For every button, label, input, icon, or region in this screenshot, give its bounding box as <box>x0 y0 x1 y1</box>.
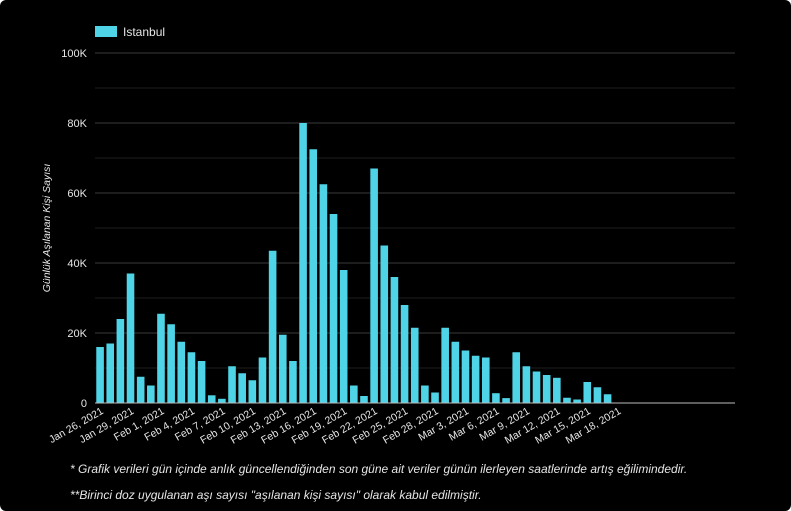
bar[interactable] <box>187 352 196 403</box>
bar[interactable] <box>126 273 135 404</box>
bar[interactable] <box>400 305 409 403</box>
bar[interactable] <box>370 168 378 404</box>
bar[interactable] <box>106 343 115 404</box>
y-tick-label: 20K <box>67 328 87 340</box>
bar[interactable] <box>238 373 246 403</box>
bar[interactable] <box>573 399 581 404</box>
bar[interactable] <box>542 375 551 403</box>
y-tick-label: 40K <box>67 258 87 270</box>
bar[interactable] <box>390 277 399 403</box>
gridlines <box>95 52 735 369</box>
bar[interactable] <box>248 380 257 403</box>
bar[interactable] <box>563 397 571 403</box>
bar[interactable] <box>583 382 592 403</box>
bar[interactable] <box>96 347 104 403</box>
bar[interactable] <box>532 371 541 404</box>
bar[interactable] <box>471 355 480 403</box>
bar[interactable] <box>451 341 460 403</box>
bar[interactable] <box>431 392 439 404</box>
legend-label-istanbul: Istanbul <box>123 25 165 39</box>
bar[interactable] <box>116 319 125 403</box>
y-tick-label: 0 <box>81 398 87 410</box>
bar[interactable] <box>268 250 277 403</box>
bar[interactable] <box>299 123 307 403</box>
bar[interactable] <box>502 398 510 403</box>
bar[interactable] <box>522 366 531 403</box>
bar[interactable] <box>136 376 145 403</box>
footnote-data-update: * Grafik verileri gün içinde anlık günce… <box>70 462 688 476</box>
bar[interactable] <box>512 352 521 403</box>
y-tick-label: 100K <box>61 48 87 60</box>
bar[interactable] <box>228 366 236 403</box>
bar[interactable] <box>481 357 490 404</box>
bar[interactable] <box>360 396 368 403</box>
bar[interactable] <box>329 214 338 403</box>
bar[interactable] <box>593 387 602 403</box>
bars <box>96 123 612 404</box>
bar[interactable] <box>207 395 216 403</box>
bar[interactable] <box>380 245 389 404</box>
y-axis-ticks: 0 20K 40K 60K 80K 100K <box>61 48 87 410</box>
bar[interactable] <box>410 327 419 403</box>
bar[interactable] <box>441 327 449 403</box>
bar[interactable] <box>177 341 186 403</box>
bar[interactable] <box>339 270 348 403</box>
bar[interactable] <box>319 184 328 403</box>
bar[interactable] <box>147 385 155 404</box>
bar[interactable] <box>492 393 500 403</box>
bar[interactable] <box>309 149 318 403</box>
y-tick-label: 80K <box>67 118 87 130</box>
y-axis-label: Günlük Aşılanan Kişi Sayısı <box>41 164 53 293</box>
bar[interactable] <box>421 385 429 404</box>
bar[interactable] <box>278 334 287 403</box>
bar[interactable] <box>157 313 165 403</box>
footnote-first-dose: **Birinci doz uygulanan aşı sayısı "aşıl… <box>70 488 482 502</box>
bar[interactable] <box>603 394 612 403</box>
bar[interactable] <box>553 377 561 403</box>
bar[interactable] <box>167 324 175 403</box>
bar[interactable] <box>197 361 206 403</box>
y-tick-label: 60K <box>67 188 87 200</box>
legend[interactable]: Istanbul <box>95 25 165 39</box>
bar[interactable] <box>218 398 226 403</box>
bar[interactable] <box>461 350 470 404</box>
bar[interactable] <box>350 385 358 404</box>
bar[interactable] <box>289 361 297 403</box>
legend-swatch <box>95 26 117 37</box>
bar[interactable] <box>258 357 267 404</box>
